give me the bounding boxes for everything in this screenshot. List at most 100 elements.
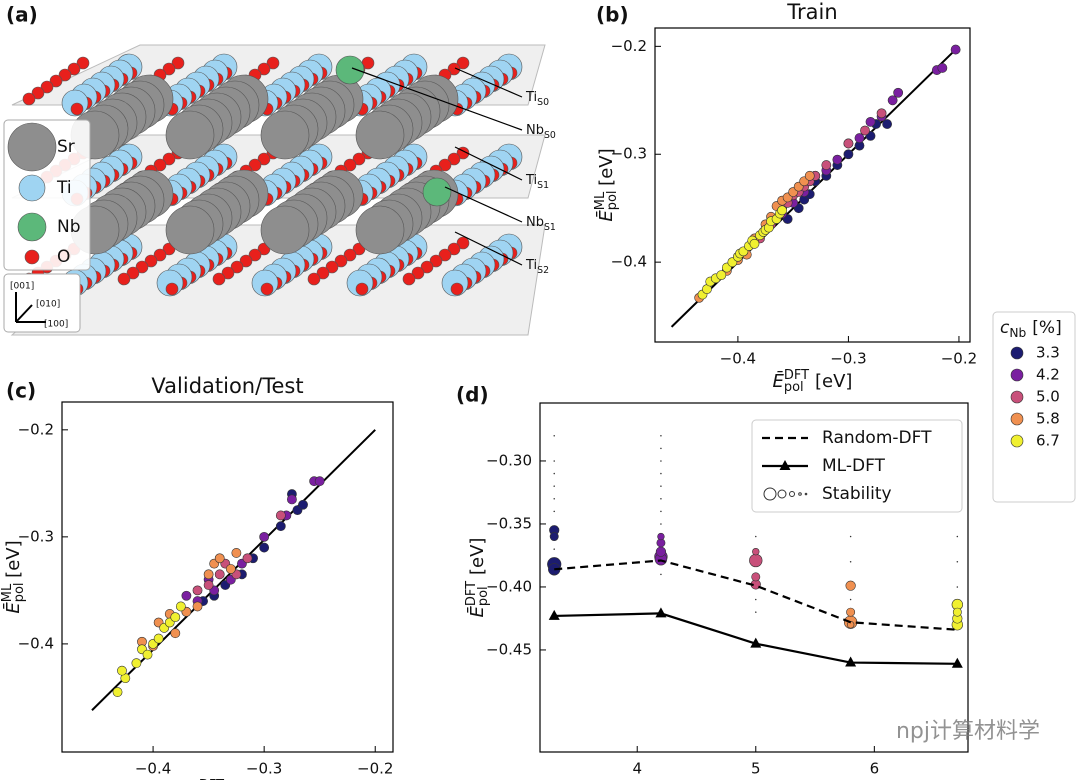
point: [832, 154, 843, 165]
point: [192, 585, 203, 596]
point: [821, 160, 832, 170]
plot-frame: [539, 402, 969, 753]
o-atom: [58, 68, 72, 82]
legend-swatch: [763, 487, 777, 501]
point: [153, 633, 164, 644]
site-label-base: Nb: [526, 215, 544, 230]
point: [749, 238, 760, 249]
callout-line: [351, 67, 523, 131]
stability-point: [849, 535, 852, 538]
x-tick-label: 5: [751, 760, 761, 778]
o-atom: [153, 248, 167, 262]
point: [843, 149, 854, 160]
o-atom: [221, 266, 235, 280]
o-atom: [239, 254, 253, 268]
site-label-base: Ti: [525, 173, 537, 188]
o-atom: [456, 236, 470, 250]
legend-swatch: [1010, 346, 1024, 360]
point: [893, 87, 904, 98]
legend-swatch: [1010, 434, 1024, 448]
point: [214, 553, 225, 564]
o-atom: [429, 254, 443, 268]
o-atom: [266, 56, 280, 70]
stability-point: [553, 497, 555, 500]
site-label-sub: S0: [544, 130, 556, 141]
stability-point: [553, 472, 555, 475]
y-tick-label: −0.3: [18, 527, 54, 545]
marker: [655, 607, 667, 618]
o-atom: [343, 158, 357, 172]
o-atom: [260, 282, 274, 296]
stability-point: [660, 460, 662, 462]
legend-box: [751, 419, 963, 513]
y-axis-label-sup: DFT: [464, 581, 479, 606]
point: [259, 542, 270, 553]
legend-label: 6.7: [1036, 432, 1060, 450]
stability-point: [660, 573, 662, 576]
y-tick-label: −0.45: [486, 640, 532, 658]
legend-label: 4.2: [1036, 366, 1060, 384]
x-tick-label: −0.3: [830, 350, 866, 368]
legend-title-sub: Nb: [1009, 326, 1026, 340]
o-atom: [438, 158, 452, 172]
x-axis-label-base: Ē: [773, 370, 785, 392]
panel-label: (b): [596, 3, 629, 27]
y-axis-label-sub: pol: [12, 582, 27, 602]
x-axis-label-unit: [eV]: [815, 371, 852, 392]
marker: [750, 637, 762, 648]
stability-point: [660, 497, 662, 500]
site-label-base: Ti: [525, 258, 537, 273]
axes-box: [3, 273, 81, 333]
o-atom: [70, 102, 84, 116]
stability-point: [749, 553, 763, 568]
watermark: npj计算材料学: [896, 719, 1040, 744]
y-tick-label: −0.3: [611, 145, 647, 163]
point: [203, 569, 214, 580]
sr-atom: [260, 110, 310, 160]
o-atom: [40, 80, 54, 94]
sr-atom: [355, 205, 405, 255]
o-atom: [135, 260, 149, 274]
x-tick-label: −0.4: [720, 350, 756, 368]
x-axis-label: ĒpolDFT[eV]: [188, 778, 268, 780]
point: [131, 658, 142, 669]
stability-point: [657, 532, 665, 541]
site-label-base: Nb: [526, 123, 544, 138]
point: [843, 138, 854, 149]
stability-point: [553, 460, 555, 462]
legend-label: 5.0: [1036, 388, 1060, 406]
y-tick-label: −0.35: [486, 514, 532, 532]
x-axis-label-sup: DFT: [784, 368, 809, 383]
y-tick-label: −0.2: [18, 420, 54, 438]
legend-swatch: [1010, 368, 1024, 382]
o-atom: [257, 152, 271, 166]
legend-label: Sr: [57, 137, 75, 157]
point: [937, 63, 948, 73]
axis-label: [001]: [10, 282, 34, 292]
stability-point: [846, 607, 856, 617]
x-tick-label: −0.2: [357, 760, 393, 778]
o-atom: [31, 86, 45, 100]
panel-label: (c): [6, 379, 36, 403]
y-tick-label: −0.4: [611, 253, 647, 271]
legend-swatch: [17, 212, 47, 242]
stability-point: [755, 535, 757, 538]
o-atom: [456, 56, 470, 70]
legend-label: Nb: [57, 217, 81, 237]
diagonal-line: [670, 45, 960, 328]
sr-atom: [165, 205, 215, 255]
stability-point: [849, 560, 852, 563]
o-atom: [450, 282, 464, 296]
marker: [951, 657, 963, 668]
plot-frame: [61, 401, 394, 753]
o-atom: [230, 260, 244, 274]
o-atom: [316, 266, 330, 280]
legend-swatch: [777, 489, 787, 499]
point: [242, 553, 253, 564]
point: [225, 564, 236, 574]
legend-label: 5.8: [1036, 410, 1060, 428]
plot-frame: [654, 27, 971, 343]
point: [716, 270, 727, 280]
legend-swatch: [798, 492, 802, 496]
